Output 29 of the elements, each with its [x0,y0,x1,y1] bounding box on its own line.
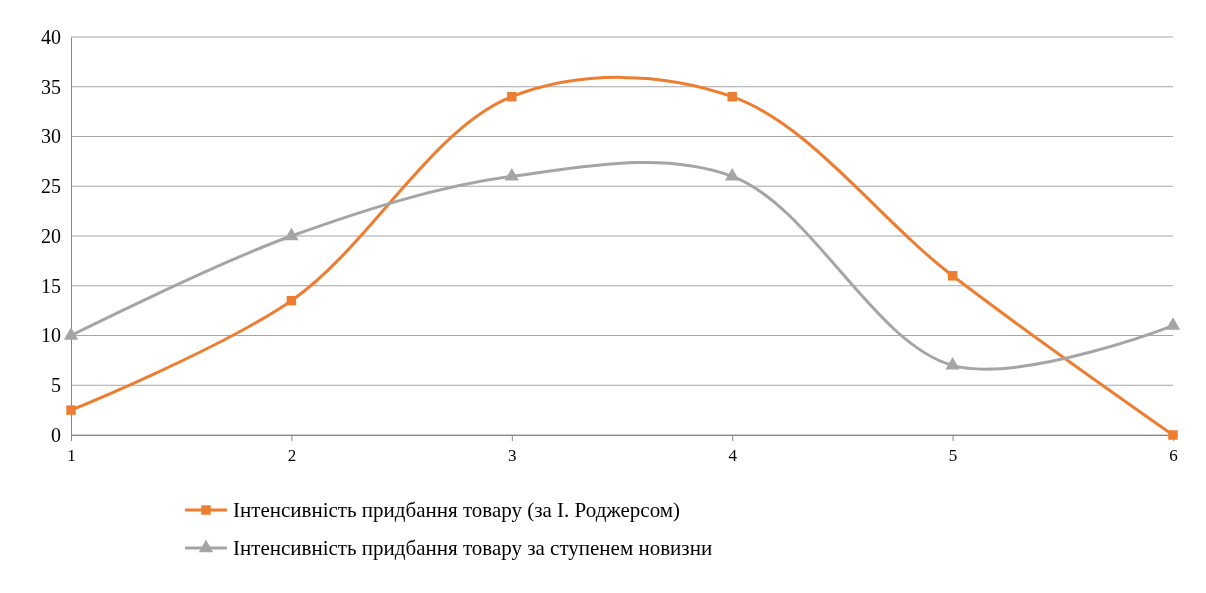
point [504,167,520,181]
x-tick-label: 5 [948,446,958,466]
y-tick-label: 30 [41,125,61,148]
point [1168,430,1178,440]
x-tick-label: 3 [508,446,517,466]
y-tick-label: 10 [41,324,61,347]
x-tick-label: 2 [287,446,297,466]
x-tick-label: 4 [728,446,738,466]
y-tick-label: 25 [41,175,61,198]
y-tick-label: 5 [51,374,61,397]
x-tick-label: 1 [67,446,76,466]
point [724,167,740,181]
legend-label: Інтенсивність придбання товару (за І. Роджерсом) [233,498,681,522]
point [66,405,76,415]
point [947,271,958,281]
point [507,91,517,102]
y-tick-label: 40 [41,25,61,48]
y-tick-label: 20 [41,224,61,247]
point [63,327,79,340]
point [1165,317,1181,330]
point [945,357,960,370]
y-tick-label: 15 [41,274,61,297]
point [727,91,737,102]
y-tick-label: 35 [41,75,61,98]
x-tick-label: 6 [1169,446,1178,466]
point [284,227,299,241]
point [286,295,297,306]
legend-label: Інтенсивність придбання товару за ступенем новизни [233,536,713,560]
y-tick-label: 0 [51,423,61,446]
